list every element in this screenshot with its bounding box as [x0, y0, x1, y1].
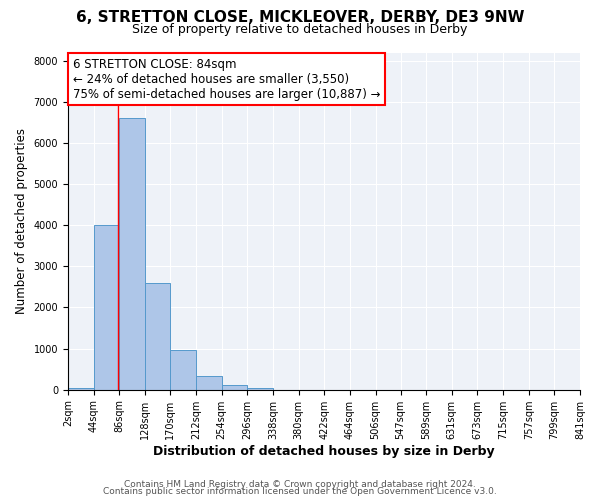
Text: 6 STRETTON CLOSE: 84sqm
← 24% of detached houses are smaller (3,550)
75% of semi: 6 STRETTON CLOSE: 84sqm ← 24% of detache… [73, 58, 380, 100]
Y-axis label: Number of detached properties: Number of detached properties [15, 128, 28, 314]
Text: Contains HM Land Registry data © Crown copyright and database right 2024.: Contains HM Land Registry data © Crown c… [124, 480, 476, 489]
Bar [119, 118, 145, 390]
Bar [94, 225, 119, 390]
Bar [68, 388, 94, 390]
Bar [196, 376, 222, 390]
Bar [170, 350, 196, 390]
Text: Size of property relative to detached houses in Derby: Size of property relative to detached ho… [133, 22, 467, 36]
Bar [247, 388, 273, 390]
Text: 6, STRETTON CLOSE, MICKLEOVER, DERBY, DE3 9NW: 6, STRETTON CLOSE, MICKLEOVER, DERBY, DE… [76, 10, 524, 25]
Bar [222, 385, 247, 390]
X-axis label: Distribution of detached houses by size in Derby: Distribution of detached houses by size … [153, 444, 495, 458]
Text: Contains public sector information licensed under the Open Government Licence v3: Contains public sector information licen… [103, 488, 497, 496]
Bar [145, 283, 170, 390]
